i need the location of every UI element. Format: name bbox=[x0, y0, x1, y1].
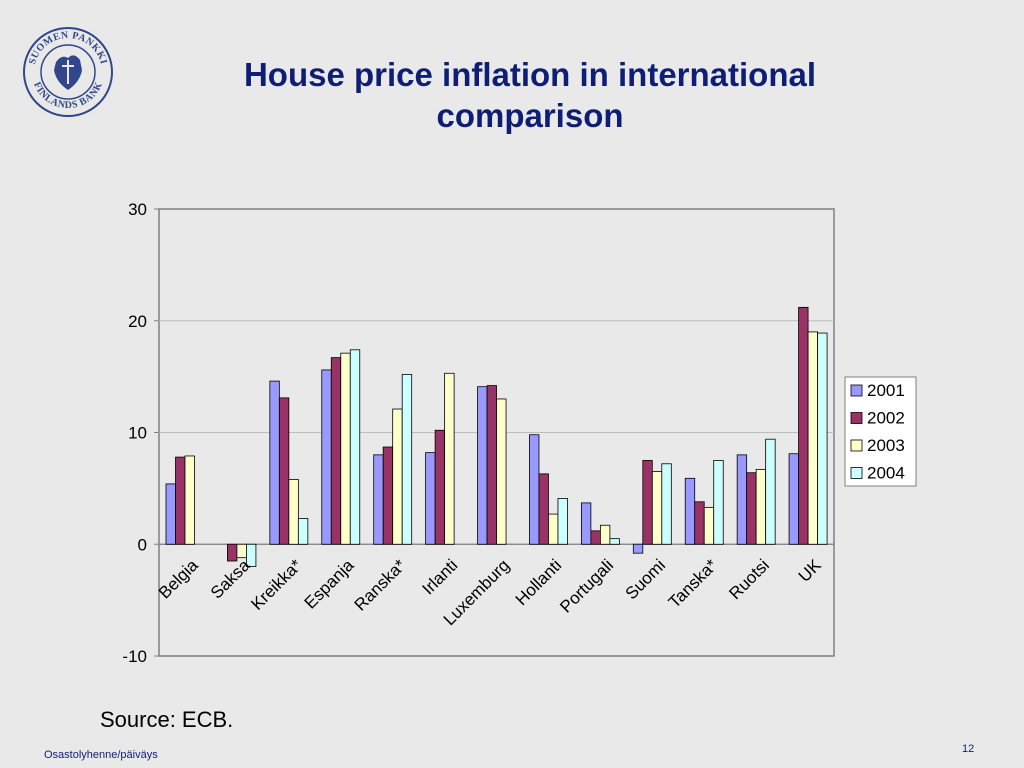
bar-2004-Kreikka* bbox=[297, 518, 309, 545]
bar-2003-Kreikka* bbox=[288, 479, 299, 545]
legend-swatch-2001 bbox=[850, 384, 863, 397]
bar-2003-Hollanti bbox=[548, 513, 559, 545]
bar-2001-Portugali bbox=[580, 502, 592, 545]
slide-title-line-1: House price inflation in international bbox=[243, 56, 817, 93]
bar-2002-Ranska* bbox=[382, 446, 394, 545]
y-tick-label: 0 bbox=[138, 535, 147, 554]
bar-2004-Hollanti bbox=[557, 498, 568, 545]
legend-label-2004: 2004 bbox=[867, 464, 905, 483]
bar-2002-UK bbox=[798, 306, 809, 545]
slide-title-line-2: comparison bbox=[436, 97, 624, 134]
bar-2003-Ranska* bbox=[392, 408, 403, 545]
legend-swatch-2004 bbox=[850, 467, 863, 479]
bar-2003-Irlanti bbox=[444, 372, 455, 545]
bar-2002-Hollanti bbox=[538, 473, 549, 545]
y-tick-label: 10 bbox=[128, 424, 147, 443]
bar-2003-Saksa bbox=[236, 543, 247, 559]
bar-2004-Portugali bbox=[609, 538, 620, 545]
y-tick-label: 30 bbox=[128, 200, 147, 219]
bar-2002-Portugali bbox=[590, 530, 601, 545]
bar-2002-Tanska* bbox=[694, 501, 705, 545]
bar-2001-Espanja bbox=[321, 369, 332, 545]
footer-text: Osastolyhenne/päiväys bbox=[44, 749, 158, 761]
bar-2002-Espanja bbox=[330, 357, 342, 545]
legend-label-2002: 2002 bbox=[867, 409, 905, 428]
bar-2004-Espanja bbox=[349, 349, 361, 545]
source-note: Source: ECB. bbox=[100, 707, 234, 732]
legend-swatch-2002 bbox=[850, 412, 863, 424]
bar-2001-Ruotsi bbox=[736, 454, 748, 545]
bar-2004-Tanska* bbox=[713, 460, 724, 545]
bar-2003-Espanja bbox=[340, 352, 351, 545]
bar-2002-Saksa bbox=[227, 543, 238, 562]
bar-2001-Ranska* bbox=[373, 454, 384, 545]
bar-2001-Belgia bbox=[165, 483, 176, 545]
bar-2004-Saksa bbox=[246, 543, 257, 568]
bar-2003-Belgia bbox=[184, 455, 195, 545]
bar-2003-Ruotsi bbox=[755, 468, 767, 545]
bar-2001-Suomi bbox=[632, 543, 644, 554]
bar-2003-UK bbox=[807, 331, 818, 545]
bar-2002-Irlanti bbox=[434, 429, 446, 545]
bar-2003-Tanska* bbox=[703, 506, 715, 545]
finlands-bank-logo: SUOMEN PANKKI FINLANDS BANK bbox=[23, 27, 113, 117]
legend-swatch-2003 bbox=[850, 439, 863, 452]
y-tick-label: -10 bbox=[122, 647, 147, 666]
bar-2001-Hollanti bbox=[529, 434, 540, 545]
bar-2001-Irlanti bbox=[425, 452, 436, 545]
bar-2002-Ruotsi bbox=[746, 472, 757, 545]
bar-2001-Kreikka* bbox=[269, 380, 280, 545]
bar-2001-Luxemburg bbox=[477, 386, 488, 545]
bar-2003-Suomi bbox=[651, 471, 663, 545]
bar-2003-Portugali bbox=[599, 524, 611, 545]
bar-2004-Ranska* bbox=[401, 373, 413, 545]
bar-2001-UK bbox=[788, 453, 799, 545]
bar-2001-Tanska* bbox=[684, 477, 696, 545]
bar-2004-Suomi bbox=[661, 463, 672, 545]
y-tick-label: 20 bbox=[128, 312, 147, 331]
bar-2002-Luxemburg bbox=[486, 385, 497, 545]
page-number: 12 bbox=[962, 743, 975, 755]
bar-2004-UK bbox=[817, 332, 828, 545]
bar-2004-Ruotsi bbox=[765, 438, 776, 545]
bar-2002-Suomi bbox=[642, 460, 653, 545]
bar-2002-Belgia bbox=[175, 456, 186, 545]
bar-2002-Kreikka* bbox=[278, 397, 290, 545]
slide-title: House price inflation in international c… bbox=[150, 54, 910, 136]
legend-label-2003: 2003 bbox=[867, 436, 905, 455]
legend-label-2001: 2001 bbox=[867, 381, 905, 400]
bar-2003-Luxemburg bbox=[496, 398, 507, 545]
